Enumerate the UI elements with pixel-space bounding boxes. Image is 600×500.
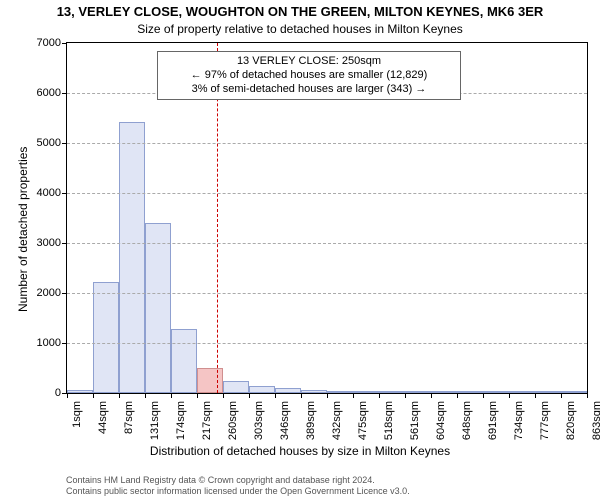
bar (223, 381, 249, 393)
xtick-label: 389sqm (305, 401, 317, 440)
gridline (67, 243, 587, 244)
xtick-mark (353, 393, 354, 398)
chart-container: { "chart": { "type": "histogram", "title… (0, 0, 600, 500)
gridline (67, 143, 587, 144)
footer: Contains HM Land Registry data © Crown c… (66, 475, 600, 497)
ytick-mark (62, 343, 67, 344)
annotation-line2: ← 97% of detached houses are smaller (12… (164, 69, 454, 83)
xtick-mark (327, 393, 328, 398)
annotation-line3: 3% of semi-detached houses are larger (3… (164, 83, 454, 97)
annotation-box: 13 VERLEY CLOSE: 250sqm ← 97% of detache… (157, 51, 461, 100)
xtick-mark (197, 393, 198, 398)
ytick-label: 2000 (37, 287, 61, 299)
gridline (67, 343, 587, 344)
ytick-label: 1000 (37, 337, 61, 349)
xtick-mark (119, 393, 120, 398)
xtick-mark (561, 393, 562, 398)
ytick-mark (62, 93, 67, 94)
y-axis-label: Number of detached properties (16, 147, 30, 312)
xtick-mark (93, 393, 94, 398)
bar (275, 388, 301, 393)
xtick-mark (223, 393, 224, 398)
bar (67, 390, 93, 393)
bar (171, 329, 197, 393)
bar (301, 390, 327, 393)
bar (405, 391, 431, 393)
xtick-label: 260sqm (227, 401, 239, 440)
bar (327, 391, 353, 393)
xtick-mark (301, 393, 302, 398)
plot-area: 13 VERLEY CLOSE: 250sqm ← 97% of detache… (66, 42, 588, 394)
xtick-mark (249, 393, 250, 398)
xtick-mark (431, 393, 432, 398)
bar (379, 391, 405, 393)
footer-line2: Contains public sector information licen… (66, 486, 600, 497)
bar (145, 223, 171, 393)
xtick-label: 863sqm (591, 401, 600, 440)
bar (535, 391, 561, 393)
xtick-label: 1sqm (71, 401, 83, 428)
xtick-mark (587, 393, 588, 398)
ytick-label: 0 (55, 387, 61, 399)
ytick-label: 3000 (37, 237, 61, 249)
xtick-label: 604sqm (435, 401, 447, 440)
chart-subtitle: Size of property relative to detached ho… (0, 22, 600, 36)
ytick-mark (62, 43, 67, 44)
xtick-mark (457, 393, 458, 398)
ytick-mark (62, 143, 67, 144)
xtick-label: 518sqm (383, 401, 395, 440)
bar (457, 391, 483, 393)
x-axis-label: Distribution of detached houses by size … (0, 444, 600, 458)
bar (249, 386, 275, 393)
xtick-label: 820sqm (565, 401, 577, 440)
bar (197, 368, 223, 393)
ytick-mark (62, 293, 67, 294)
xtick-label: 777sqm (539, 401, 551, 440)
ytick-label: 4000 (37, 187, 61, 199)
xtick-label: 217sqm (201, 401, 213, 440)
xtick-mark (483, 393, 484, 398)
xtick-label: 475sqm (357, 401, 369, 440)
xtick-label: 131sqm (149, 401, 161, 440)
xtick-mark (275, 393, 276, 398)
bar (119, 122, 145, 394)
gridline (67, 293, 587, 294)
gridline (67, 193, 587, 194)
xtick-mark (379, 393, 380, 398)
ytick-label: 5000 (37, 137, 61, 149)
xtick-mark (145, 393, 146, 398)
xtick-label: 87sqm (123, 401, 135, 434)
xtick-label: 561sqm (409, 401, 421, 440)
xtick-label: 303sqm (253, 401, 265, 440)
xtick-mark (67, 393, 68, 398)
xtick-label: 432sqm (331, 401, 343, 440)
xtick-label: 346sqm (279, 401, 291, 440)
xtick-label: 691sqm (487, 401, 499, 440)
bar (93, 282, 119, 394)
annotation-line1: 13 VERLEY CLOSE: 250sqm (164, 55, 454, 69)
bar (483, 391, 509, 393)
bar (561, 391, 587, 393)
xtick-mark (405, 393, 406, 398)
ytick-label: 6000 (37, 87, 61, 99)
bar (353, 391, 379, 393)
xtick-mark (171, 393, 172, 398)
xtick-label: 174sqm (175, 401, 187, 440)
ytick-mark (62, 193, 67, 194)
ytick-label: 7000 (37, 37, 61, 49)
xtick-mark (535, 393, 536, 398)
xtick-label: 734sqm (513, 401, 525, 440)
ytick-mark (62, 243, 67, 244)
xtick-label: 44sqm (97, 401, 109, 434)
bar (431, 391, 457, 393)
footer-line1: Contains HM Land Registry data © Crown c… (66, 475, 600, 486)
chart-title: 13, VERLEY CLOSE, WOUGHTON ON THE GREEN,… (0, 4, 600, 19)
bar (509, 391, 535, 393)
xtick-mark (509, 393, 510, 398)
xtick-label: 648sqm (461, 401, 473, 440)
